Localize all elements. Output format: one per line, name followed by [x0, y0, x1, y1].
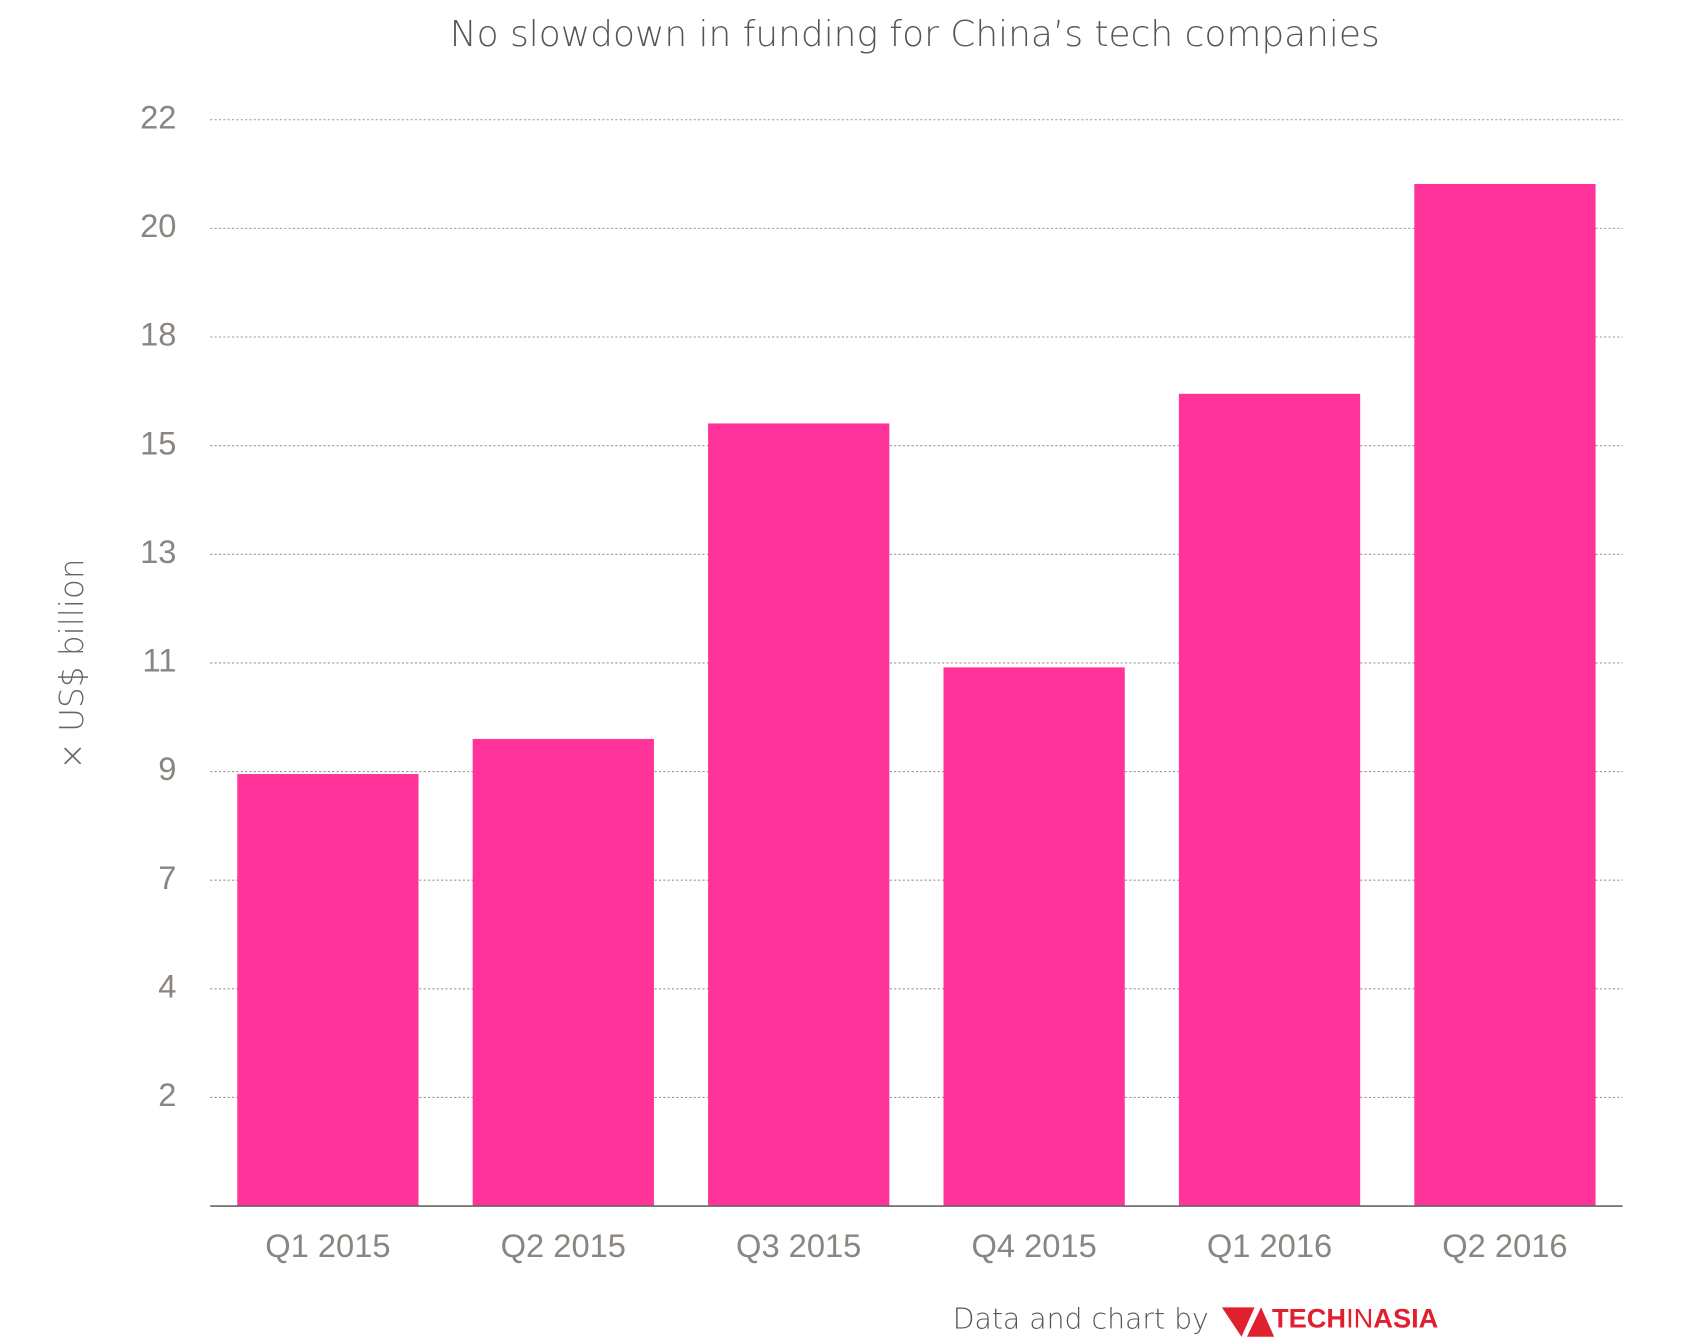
bar — [943, 667, 1125, 1207]
y-tick-label: 18 — [140, 316, 176, 353]
x-tick-label: Q3 2015 — [736, 1227, 861, 1264]
bar — [237, 774, 419, 1207]
y-axis-label: × US$ billion — [53, 558, 91, 769]
logo-part: TECH — [1272, 1303, 1346, 1334]
logo-part: IN — [1346, 1303, 1373, 1334]
y-tick-label: 2 — [158, 1076, 176, 1113]
x-tick-label: Q1 2016 — [1207, 1227, 1332, 1264]
y-tick-label: 4 — [158, 967, 176, 1004]
y-tick-label: 13 — [140, 533, 176, 570]
x-tick-label: Q2 2016 — [1442, 1227, 1567, 1264]
bar — [1178, 393, 1361, 1207]
x-tick-label: Q1 2015 — [265, 1227, 390, 1264]
bar — [1414, 183, 1596, 1207]
bar — [472, 738, 654, 1207]
x-tick-label: Q2 2015 — [501, 1227, 626, 1264]
y-tick-label: 11 — [143, 642, 177, 679]
logo: TECHINASIA — [1272, 1303, 1438, 1334]
bar — [708, 423, 890, 1207]
x-tick-label: Q4 2015 — [971, 1227, 1096, 1264]
credit: Data and chart by — [953, 1302, 1209, 1335]
chart-title: No slowdown in funding for China’s tech … — [450, 14, 1380, 55]
y-tick-label: 22 — [140, 98, 176, 135]
y-tick-label: 7 — [158, 859, 176, 896]
logo-icon — [1221, 1307, 1275, 1337]
y-tick-label: 9 — [158, 750, 176, 787]
y-tick-label: 20 — [140, 207, 176, 244]
logo-part: ASIA — [1373, 1303, 1438, 1334]
y-tick-label: 15 — [140, 424, 176, 461]
